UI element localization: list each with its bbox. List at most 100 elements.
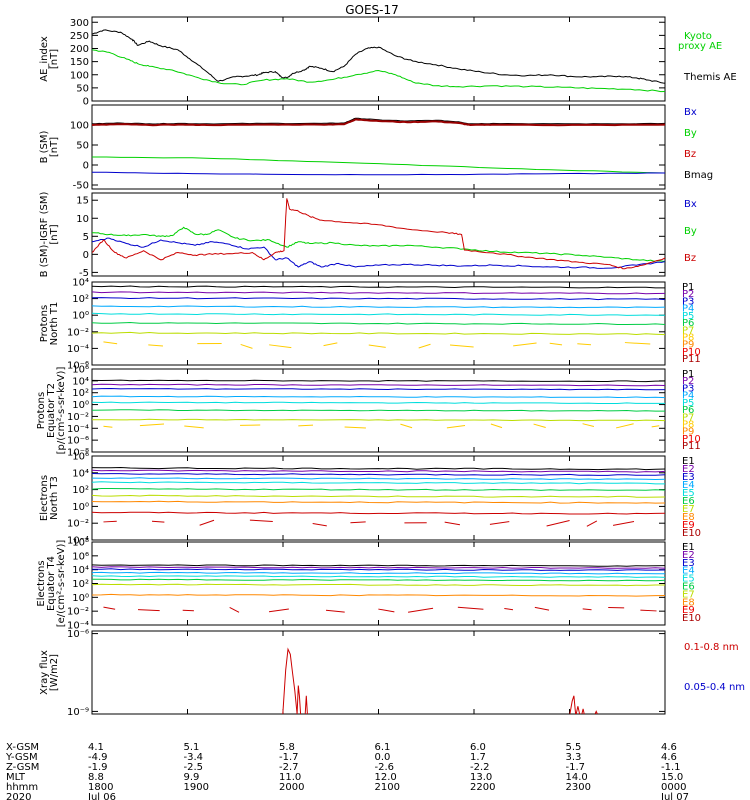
db-ylabel: B (SM)-IGRF (SM) bbox=[39, 192, 50, 278]
en-ylabel: North T3 bbox=[49, 476, 60, 520]
en-series-e10-segment bbox=[612, 521, 635, 526]
db-series-by bbox=[92, 226, 665, 263]
pe-data bbox=[92, 379, 665, 429]
pe-legend-p10: P10 bbox=[682, 434, 701, 445]
footer-cell: 15.0 bbox=[661, 772, 683, 783]
footer-cell: -1.1 bbox=[661, 762, 681, 773]
b-legend-4: Bmag bbox=[684, 170, 713, 181]
pe-series-p8-segment bbox=[446, 425, 466, 429]
ae-legend-2: proxy AE bbox=[678, 41, 722, 52]
footer-cell: 6.1 bbox=[375, 742, 391, 753]
en-series-e6 bbox=[92, 488, 665, 491]
pn-series-p8-segment bbox=[513, 342, 537, 347]
footer-cell: 14.0 bbox=[566, 772, 588, 783]
ee-series-e9-segment bbox=[640, 609, 657, 612]
pe-series-p8-segment bbox=[400, 423, 413, 429]
pe-series-p8-segment bbox=[344, 426, 366, 429]
footer-cell: -2.6 bbox=[375, 762, 395, 773]
ee-series-e9-segment bbox=[268, 608, 289, 613]
ee-series-e8 bbox=[92, 593, 665, 597]
pn-series-p8-segment bbox=[577, 343, 592, 346]
pe-legend-p8: P8 bbox=[682, 420, 694, 431]
pn-ytick-label: 10⁻⁶ bbox=[67, 361, 89, 372]
pe-series-p3 bbox=[92, 387, 665, 391]
pe-series-p8-segment bbox=[616, 423, 634, 429]
ee-legend-e1: E1 bbox=[682, 542, 695, 553]
xray-series-0-1-0-8-nm-burst bbox=[304, 695, 308, 714]
b-series-bx bbox=[92, 171, 665, 176]
en-legend-e8: E8 bbox=[682, 512, 695, 523]
footer-cell: 4.6 bbox=[661, 742, 677, 753]
ae-ytick-label: 50 bbox=[76, 83, 89, 94]
footer-cell: 2000 bbox=[279, 782, 304, 793]
ee-legend-e3: E3 bbox=[682, 558, 695, 569]
ae-ytick-label: 300 bbox=[70, 18, 89, 29]
en-series-e10-segment bbox=[489, 521, 510, 525]
pe-legend-p3: P3 bbox=[682, 383, 694, 394]
footer-cell: 2300 bbox=[566, 782, 591, 793]
en-legend-e3: E3 bbox=[682, 472, 695, 483]
footer-cell: -2.7 bbox=[279, 762, 299, 773]
pn-series-p8-segment bbox=[368, 344, 386, 348]
ee-series-e9-segment bbox=[325, 609, 345, 613]
en-ytick-label: 10⁻² bbox=[67, 519, 89, 530]
ee-series-e3 bbox=[92, 568, 665, 571]
pe-series-p8-segment bbox=[651, 425, 660, 428]
pn-series-p8-segment bbox=[323, 342, 338, 347]
footer-cell: -1.7 bbox=[566, 762, 586, 773]
footer-cell: 5.8 bbox=[279, 742, 295, 753]
pn-series-p7 bbox=[92, 331, 665, 336]
en-series-e10-segment bbox=[151, 520, 165, 523]
b-ytick-label: -50 bbox=[73, 181, 89, 192]
b-series-bz bbox=[92, 118, 665, 127]
xray-panel-frame bbox=[91, 630, 666, 715]
en-series-e10-segment bbox=[103, 520, 117, 523]
b-series-by bbox=[92, 156, 665, 174]
pe-legend-p9: P9 bbox=[682, 427, 694, 438]
en-legend-e9: E9 bbox=[682, 520, 695, 531]
pe-ylabel: Equator T2 bbox=[46, 383, 57, 438]
ee-series-e9-segment bbox=[408, 607, 434, 613]
footer-cell: Jul 07 bbox=[660, 792, 689, 800]
pn-legend-p7: P7 bbox=[682, 325, 694, 336]
footer-cell: 1900 bbox=[184, 782, 209, 793]
en-series-e10-segment bbox=[249, 519, 273, 522]
db-legend-3: Bz bbox=[684, 253, 696, 264]
ee-series-e9-segment bbox=[504, 607, 514, 611]
pn-series-p8-segment bbox=[449, 344, 474, 348]
footer-cell: 13.0 bbox=[470, 772, 492, 783]
pe-ytick-label: 10⁻⁶ bbox=[67, 436, 89, 447]
ee-legend-e9: E9 bbox=[682, 605, 695, 616]
en-legend-e10: E10 bbox=[682, 528, 701, 539]
en-series-e4 bbox=[92, 477, 665, 481]
ee-data bbox=[92, 564, 665, 613]
db-ytick-label: 5 bbox=[83, 232, 89, 243]
pe-legend-p11: P11 bbox=[682, 441, 701, 452]
ee-series-e9-segment bbox=[582, 608, 592, 611]
footer-cell: -4.9 bbox=[88, 752, 108, 763]
en-series-e10-segment bbox=[546, 520, 570, 527]
pe-series-p8-segment bbox=[139, 423, 165, 427]
xray-legend-1: 0.1-0.8 nm bbox=[684, 642, 739, 653]
ae-series-themis-ae bbox=[92, 29, 665, 84]
pe-ytick-label: 10⁻⁴ bbox=[67, 424, 89, 435]
en-series-e2 bbox=[92, 469, 665, 473]
pn-legend-p2: P2 bbox=[682, 289, 694, 300]
pe-series-p8-segment bbox=[490, 423, 503, 429]
pe-ytick-label: 10² bbox=[72, 388, 89, 399]
ae-ylabel: [nT] bbox=[49, 49, 60, 69]
pn-legend-p1: P1 bbox=[682, 282, 694, 293]
footer-cell: 2100 bbox=[375, 782, 400, 793]
ee-ylabel: Electrons bbox=[36, 560, 47, 606]
pn-data bbox=[92, 285, 665, 349]
pn-series-p8-segment bbox=[240, 343, 253, 349]
pn-ytick-label: 10⁴ bbox=[72, 278, 89, 289]
chart-title: GOES-17 bbox=[345, 3, 399, 17]
pn-ylabel: North T1 bbox=[49, 302, 60, 346]
b-legend: Bx By Bz Bmag bbox=[684, 107, 713, 181]
x-axis-footer: X-GSM 4.1 5.1 5.8 6.1 6.0 5.5 4.6Y-GSM -4.9 -3.4-… bbox=[5, 742, 689, 800]
en-ylabel: Electrons bbox=[39, 475, 50, 521]
footer-cell: 2200 bbox=[470, 782, 495, 793]
ee-legend-e4: E4 bbox=[682, 566, 695, 577]
pe-legend-p2: P2 bbox=[682, 376, 694, 387]
